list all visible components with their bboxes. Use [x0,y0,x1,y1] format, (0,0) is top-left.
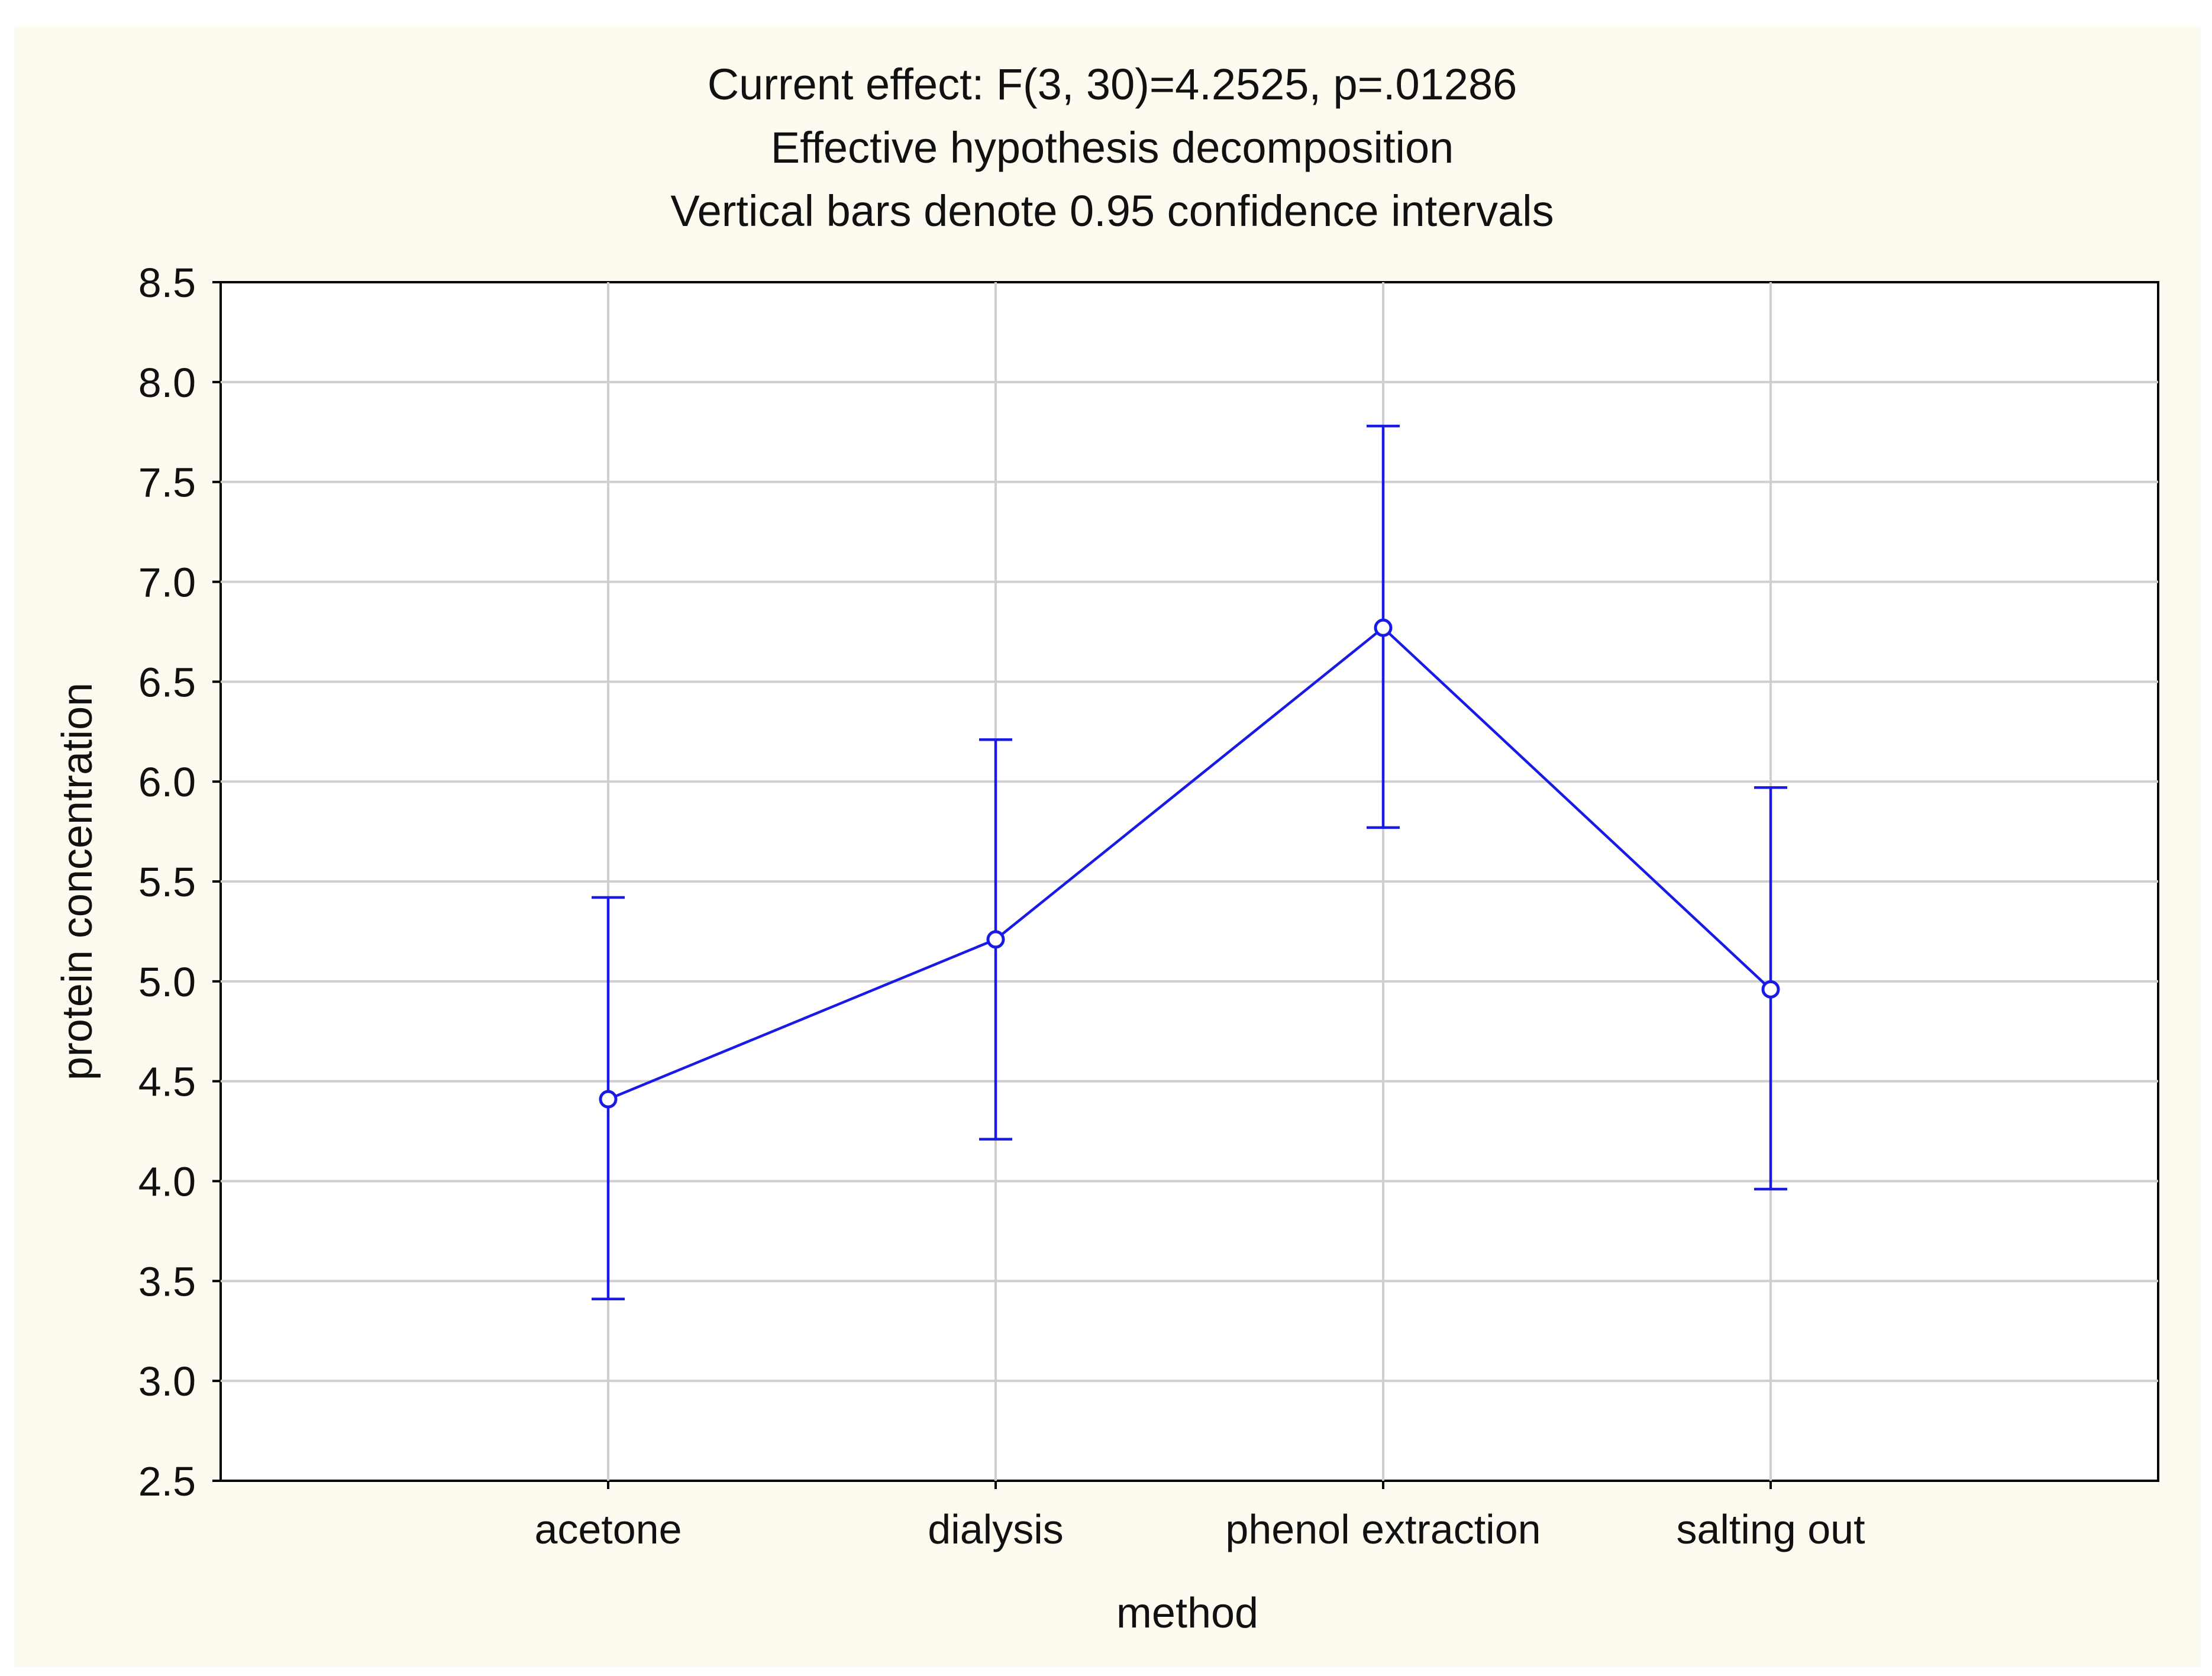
x-tick-label-3: salting out [1676,1506,1865,1552]
x-tick-label-2: phenol extraction [1225,1506,1541,1552]
title-line-3: Vertical bars denote 0.95 confidence int… [670,186,1554,235]
x-axis-label: method [1116,1590,1258,1637]
chart-title: Current effect: F(3, 30)=4.2525, p=.0128… [670,60,1554,235]
y-tick-label: 4.5 [138,1059,196,1105]
y-tick-label: 5.5 [138,859,196,905]
y-tick-label: 4.0 [138,1159,196,1205]
data-point-0 [599,1090,618,1109]
y-tick-label: 6.0 [138,759,196,805]
y-tick-label: 5.0 [138,959,196,1005]
series-line [608,626,1772,1101]
data-point-1 [986,930,1005,949]
y-tick-label: 8.0 [138,360,196,406]
y-axis-label: protein concentration [54,683,101,1080]
y-tick-label: 8.5 [138,260,196,306]
title-line-1: Current effect: F(3, 30)=4.2525, p=.0128… [708,60,1517,109]
x-tick-label-0: acetone [534,1506,682,1552]
y-tick-label: 3.5 [138,1258,196,1304]
y-tick-label: 7.5 [138,460,196,506]
data-point-3 [1761,980,1780,999]
x-axis-ticks: acetone dialysis phenol extraction salting … [534,1481,1865,1552]
x-tick-label-1: dialysis [928,1506,1064,1552]
y-tick-label: 7.0 [138,560,196,606]
y-tick-label: 3.0 [138,1358,196,1404]
series [599,618,1780,1109]
y-tick-label: 6.5 [138,659,196,705]
y-tick-label: 2.5 [138,1458,196,1504]
y-axis-ticks: 2.5 3.0 3.5 4.0 4.5 5.0 5.5 6.0 6.5 7.0 7.5 8.0 8.5 [138,260,221,1504]
data-point-2 [1374,618,1393,637]
title-line-2: Effective hypothesis decomposition [771,123,1454,172]
